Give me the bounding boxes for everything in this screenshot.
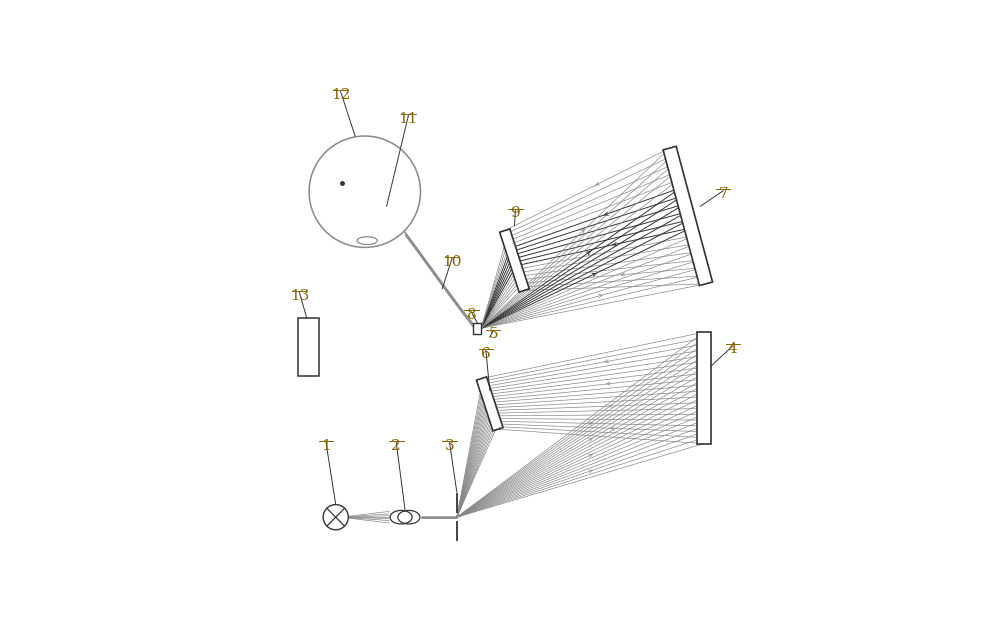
Text: 3: 3 <box>445 439 454 453</box>
Polygon shape <box>663 147 713 286</box>
Text: 13: 13 <box>290 289 309 303</box>
Bar <box>298 318 319 376</box>
Bar <box>473 323 481 333</box>
Text: 9: 9 <box>511 206 520 220</box>
Text: 1: 1 <box>321 439 331 453</box>
Text: 8: 8 <box>467 308 476 322</box>
Polygon shape <box>500 229 529 292</box>
Text: 10: 10 <box>442 255 462 269</box>
Circle shape <box>323 504 348 530</box>
Polygon shape <box>476 377 503 431</box>
Polygon shape <box>697 332 711 443</box>
Text: 2: 2 <box>391 439 401 453</box>
Text: 12: 12 <box>331 87 350 102</box>
Text: 7: 7 <box>718 187 728 201</box>
Text: 5: 5 <box>488 327 498 342</box>
Text: 6: 6 <box>481 347 491 360</box>
Text: 11: 11 <box>399 112 418 126</box>
Text: 4: 4 <box>728 342 738 356</box>
